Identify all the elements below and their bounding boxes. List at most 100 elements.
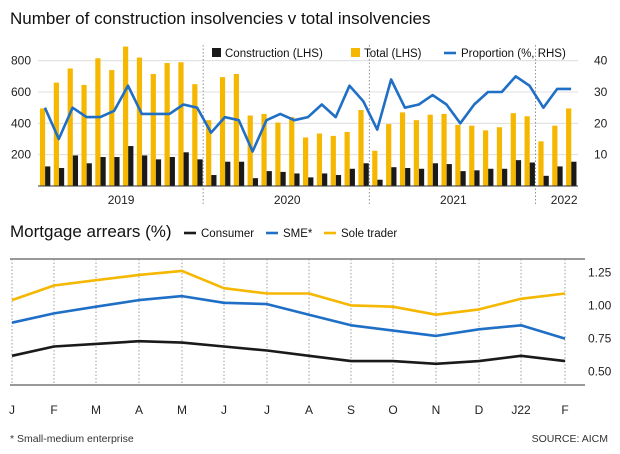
- total-bar-8: [150, 73, 156, 186]
- legend-construction-label: Construction (LHS): [225, 48, 323, 60]
- y-tick-label-2: 0.75: [588, 332, 612, 346]
- total-bar-23: [358, 110, 364, 186]
- right-tick-label-0: 10: [594, 148, 608, 162]
- construction-bar-18: [294, 173, 300, 186]
- construction-bar-1: [58, 167, 65, 186]
- total-bar-15: [247, 115, 253, 186]
- total-bar-13: [219, 77, 226, 186]
- legend-construction-swatch: [212, 48, 221, 57]
- total-bar-33: [496, 127, 503, 186]
- series-line-consumer: [11, 339, 566, 366]
- construction-bar-9: [169, 157, 175, 186]
- total-bar-22: [344, 131, 350, 186]
- construction-bar-31: [474, 170, 480, 186]
- construction-bar-38: [571, 161, 577, 186]
- construction-bar-10: [183, 152, 189, 186]
- left-tick-label-0: 200: [11, 148, 31, 162]
- right-tick-label-3: 40: [594, 54, 608, 68]
- total-bar-17: [275, 122, 281, 186]
- proportion-line: [43, 75, 572, 153]
- construction-bar-26: [405, 167, 411, 186]
- total-bar-25: [386, 124, 392, 186]
- chart2-title: Mortgage arrears (%): [10, 222, 172, 241]
- construction-bar-11: [197, 159, 203, 186]
- left-tick-label-3: 800: [11, 54, 31, 68]
- footnote: * Small-medium enterprise: [10, 433, 134, 445]
- total-bar-6: [123, 46, 129, 186]
- construction-bar-33: [502, 168, 508, 186]
- construction-bar-20: [322, 173, 328, 186]
- chart1-title: Number of construction insolvencies v to…: [10, 9, 431, 28]
- total-bar-35: [524, 116, 530, 186]
- x-tick-label-4: M: [177, 403, 187, 417]
- total-bar-36: [538, 141, 544, 186]
- x-tick-label-5: J: [221, 403, 227, 417]
- total-bar-30: [455, 124, 461, 186]
- y-tick-label-3: 0.50: [588, 365, 612, 379]
- total-bar-10: [178, 62, 184, 186]
- x-tick-label-7: A: [305, 403, 313, 417]
- total-bar-11: [192, 84, 198, 186]
- construction-bar-34: [515, 160, 522, 186]
- year-label-1: 2020: [274, 193, 301, 207]
- legend-sme-label: SME*: [283, 228, 313, 240]
- total-bar-2: [67, 68, 73, 186]
- total-bar-4: [95, 58, 101, 186]
- x-tick-label-0: J: [9, 403, 15, 417]
- left-tick-label-1: 400: [11, 116, 31, 130]
- construction-bar-8: [155, 159, 162, 186]
- construction-bar-35: [529, 162, 535, 186]
- total-bar-20: [316, 133, 323, 186]
- construction-bar-4: [100, 157, 106, 186]
- construction-bar-24: [377, 179, 383, 186]
- x-tick-label-13: F: [561, 403, 568, 417]
- total-bar-29: [441, 113, 447, 186]
- construction-bar-7: [142, 155, 148, 186]
- construction-bar-21: [335, 175, 342, 186]
- total-bar-37: [552, 125, 558, 186]
- x-tick-label-12: J22: [511, 403, 531, 417]
- construction-bar-29: [446, 164, 452, 186]
- construction-bar-23: [363, 163, 369, 186]
- x-tick-label-1: F: [50, 403, 57, 417]
- y-tick-label-0: 1.25: [588, 265, 612, 279]
- total-bar-3: [81, 84, 87, 186]
- total-bar-26: [399, 112, 406, 186]
- year-label-3: 2022: [551, 193, 578, 207]
- total-bar-31: [469, 125, 475, 186]
- construction-bar-25: [391, 167, 397, 186]
- construction-bar-0: [45, 166, 51, 186]
- right-tick-label-1: 20: [594, 116, 608, 130]
- left-tick-label-2: 600: [11, 85, 31, 99]
- legend-consumer-label: Consumer: [201, 228, 254, 240]
- x-tick-label-8: S: [347, 403, 355, 417]
- x-tick-label-6: J: [264, 403, 270, 417]
- construction-bar-16: [266, 171, 272, 186]
- total-bar-0: [39, 108, 46, 186]
- construction-bar-12: [211, 175, 217, 186]
- x-tick-label-2: M: [91, 403, 101, 417]
- x-tick-label-9: O: [388, 403, 397, 417]
- total-bar-27: [413, 120, 419, 186]
- series-line-sme: [11, 294, 566, 340]
- total-bar-12: [206, 120, 212, 186]
- x-tick-label-11: D: [475, 403, 484, 417]
- insolvencies-chart: 200 400 600 800 10 20 30 40 2019 2020 2021 2022 Cons…: [11, 45, 608, 207]
- total-bar-28: [427, 114, 433, 186]
- right-tick-label-2: 30: [594, 85, 608, 99]
- legend-sole-label: Sole trader: [341, 228, 397, 240]
- legend-total-swatch: [351, 48, 360, 57]
- construction-bar-14: [238, 161, 245, 186]
- construction-bar-27: [418, 168, 425, 186]
- total-bar-38: [566, 108, 572, 186]
- source-note: SOURCE: AICM: [531, 433, 608, 445]
- construction-bar-17: [280, 171, 286, 186]
- construction-bar-36: [543, 175, 549, 186]
- construction-bar-2: [72, 155, 79, 186]
- construction-bar-13: [225, 161, 231, 186]
- legend-proportion-label: Proportion (%, RHS): [461, 48, 566, 60]
- total-bar-16: [261, 113, 267, 186]
- year-label-2: 2021: [440, 193, 467, 207]
- x-tick-label-10: N: [432, 403, 441, 417]
- construction-bar-32: [488, 168, 494, 186]
